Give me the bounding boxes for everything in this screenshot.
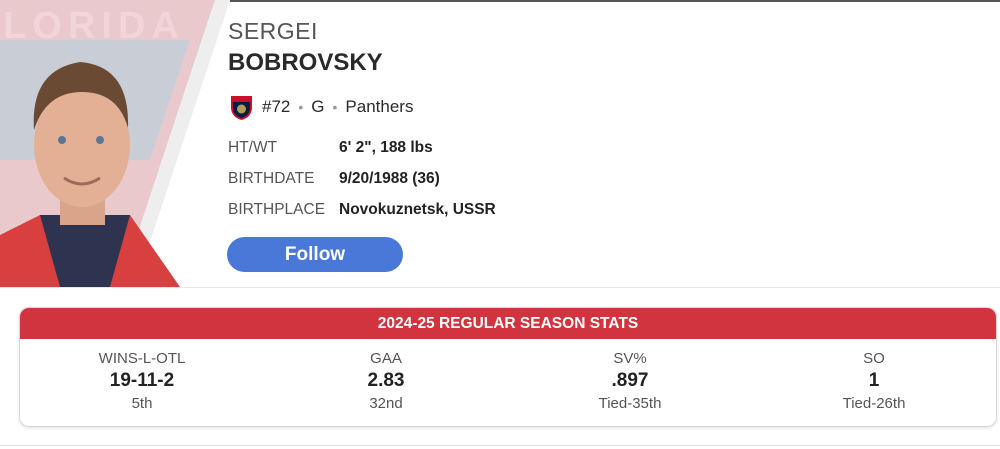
stat-value: 19-11-2	[109, 370, 175, 391]
divider	[0, 287, 1000, 288]
info-label: HT/WT	[228, 139, 278, 156]
stat-wins-l-otl: WINS-L-OTL 19-11-2 5th	[20, 350, 264, 412]
panthers-logo-icon	[231, 96, 252, 120]
info-label: BIRTHPLACE	[228, 201, 326, 218]
stat-value: .897	[611, 370, 649, 391]
info-value: Novokuznetsk, USSR	[339, 201, 496, 218]
separator-dot: •	[298, 99, 304, 115]
player-meta: #72 • G • Panthers	[229, 93, 413, 121]
stat-rank: 32nd	[369, 395, 403, 412]
team-link[interactable]: Panthers	[345, 97, 414, 116]
stat-value: 2.83	[367, 370, 405, 391]
stat-so: SO 1 Tied-26th	[752, 350, 996, 412]
separator-dot: •	[332, 99, 338, 115]
info-value: 9/20/1988 (36)	[339, 170, 440, 187]
player-last-name: BOBROVSKY	[228, 49, 383, 76]
stat-label: SV%	[613, 350, 647, 367]
info-row-birthdate: BIRTHDATE 9/20/1988 (36)	[228, 170, 440, 188]
stat-gaa: GAA 2.83 32nd	[264, 350, 508, 412]
info-row-birthplace: BIRTHPLACE Novokuznetsk, USSR	[228, 201, 496, 219]
position: G	[311, 97, 325, 116]
stat-rank: Tied-35th	[598, 395, 662, 412]
player-headshot: FLORIDA	[0, 0, 230, 287]
stat-rank: Tied-26th	[842, 395, 906, 412]
stat-value: 1	[868, 370, 880, 391]
info-value: 6' 2", 188 lbs	[339, 139, 433, 156]
stat-label: GAA	[370, 350, 402, 367]
player-first-name: SERGEI	[228, 18, 318, 44]
follow-button[interactable]: Follow	[227, 237, 403, 272]
divider	[0, 445, 1000, 446]
info-row-ht-wt: HT/WT 6' 2", 188 lbs	[228, 139, 433, 157]
stats-title: 2024-25 REGULAR SEASON STATS	[20, 308, 996, 339]
stat-label: SO	[863, 350, 885, 367]
team-logo-watermark: FLORIDA	[0, 5, 185, 47]
stat-sv-pct: SV% .897 Tied-35th	[508, 350, 752, 412]
stat-label: WINS-L-OTL	[98, 350, 186, 367]
top-border	[0, 0, 1000, 2]
jersey-number: #72	[262, 97, 291, 116]
season-stats-card: 2024-25 REGULAR SEASON STATS WINS-L-OTL …	[19, 307, 997, 427]
stat-rank: 5th	[131, 395, 153, 412]
info-label: BIRTHDATE	[228, 170, 315, 187]
